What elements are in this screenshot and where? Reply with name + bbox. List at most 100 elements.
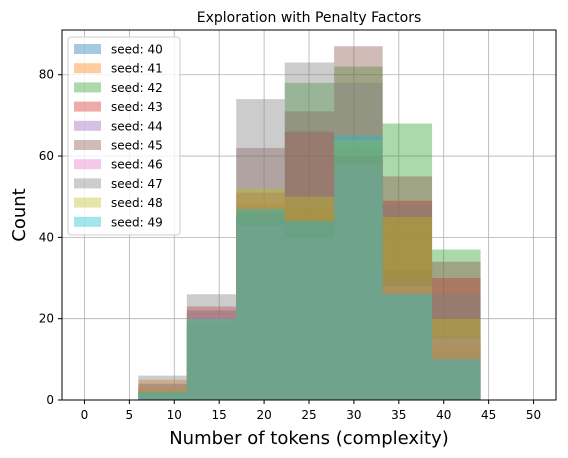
y-tick-label: 60	[39, 149, 54, 163]
x-tick-label: 35	[391, 408, 406, 422]
bar-seed-49-bin-1	[186, 318, 237, 400]
x-tick-label: 0	[81, 408, 89, 422]
legend-label: seed: 42	[111, 81, 163, 95]
bar-seed-41-bin-6	[432, 347, 481, 400]
bar-seed-44-bin-2	[236, 217, 285, 400]
x-tick-label: 50	[526, 408, 541, 422]
bar-seed-41-bin-1	[186, 322, 237, 400]
bar-seed-42-bin-2	[236, 212, 285, 400]
bar-seed-48-bin-4	[334, 139, 383, 400]
x-axis-ticks: 0 5 10 15 20 25 30 35 40 45 50	[81, 400, 541, 422]
bar-seed-46-bin-3	[284, 237, 335, 400]
x-tick-label: 25	[301, 408, 316, 422]
x-tick-label: 30	[346, 408, 361, 422]
bar-seed-43-bin-2	[236, 192, 285, 400]
bar-seed-48-bin-2	[236, 188, 285, 400]
bar-seed-42-bin-3	[284, 82, 335, 400]
bar-seed-47-bin-5	[382, 204, 433, 400]
bar-seed-47-bin-2	[236, 99, 285, 400]
bar-seed-45-bin-2	[236, 147, 285, 400]
bar-seed-40-bin-0	[138, 387, 187, 400]
bar-seed-41-bin-3	[284, 208, 335, 400]
bar-seed-46-bin-4	[334, 164, 383, 400]
bar-seed-46-bin-0	[138, 387, 187, 400]
legend-label: seed: 40	[111, 43, 163, 57]
x-tick-label: 20	[256, 408, 271, 422]
y-tick-label: 80	[39, 68, 54, 82]
legend-swatch	[74, 216, 101, 227]
bar-seed-42-bin-1	[186, 322, 237, 400]
legend-label: seed: 41	[111, 62, 163, 76]
legend-label: seed: 45	[111, 139, 163, 153]
bar-seed-48-bin-5	[382, 217, 433, 400]
bar-seed-49-bin-6	[432, 359, 481, 400]
legend-label: seed: 47	[111, 177, 163, 191]
y-tick-label: 40	[39, 230, 54, 244]
legend-label: seed: 43	[111, 100, 163, 114]
bar-seed-43-bin-4	[334, 156, 383, 400]
y-tick-label: 20	[39, 312, 54, 326]
bar-seed-48-bin-0	[138, 387, 187, 400]
bar-seed-46-bin-2	[236, 225, 285, 400]
bars	[138, 46, 481, 401]
legend-swatch	[74, 120, 101, 131]
x-tick-label: 45	[481, 408, 496, 422]
bar-seed-44-bin-0	[138, 391, 187, 400]
bar-seed-40-bin-3	[284, 229, 335, 400]
bar-seed-42-bin-4	[334, 66, 383, 400]
bar-seed-44-bin-6	[432, 334, 481, 400]
bar-seed-45-bin-5	[382, 176, 433, 400]
bar-seed-47-bin-0	[138, 375, 187, 400]
x-tick-label: 40	[436, 408, 451, 422]
legend-swatch	[74, 82, 101, 93]
x-tick-label: 15	[212, 408, 227, 422]
bar-seed-43-bin-5	[382, 200, 433, 400]
bar-seed-43-bin-1	[186, 306, 237, 400]
bar-seed-41-bin-4	[334, 147, 383, 400]
bar-seed-44-bin-3	[284, 221, 335, 400]
bar-seed-43-bin-6	[432, 278, 481, 400]
y-axis-label: Count	[9, 188, 30, 241]
legend-label: seed: 46	[111, 158, 163, 172]
bar-seed-49-bin-2	[236, 208, 285, 400]
legend-swatch	[74, 159, 101, 170]
bar-seed-41-bin-0	[138, 379, 187, 400]
legend-swatch	[74, 178, 101, 189]
legend-swatch	[74, 101, 101, 112]
bar-seed-44-bin-5	[382, 278, 433, 400]
bar-seed-45-bin-6	[432, 261, 481, 400]
bar-seed-40-bin-1	[186, 326, 237, 400]
bar-seed-40-bin-2	[236, 221, 285, 400]
bar-seed-45-bin-0	[138, 383, 187, 400]
bar-seed-46-bin-1	[186, 314, 237, 400]
bar-seed-46-bin-6	[432, 339, 481, 400]
bar-seed-48-bin-1	[186, 318, 237, 400]
bar-seed-45-bin-3	[284, 111, 335, 401]
bar-seed-45-bin-4	[334, 46, 383, 401]
bar-seed-46-bin-5	[382, 286, 433, 400]
y-axis-ticks: 0 20 40 60 80	[39, 68, 62, 407]
bar-seed-47-bin-6	[432, 294, 481, 400]
bar-seed-44-bin-1	[186, 318, 237, 400]
bar-seed-42-bin-5	[382, 123, 433, 401]
bar-seed-40-bin-4	[334, 160, 383, 400]
bar-seed-49-bin-5	[382, 294, 433, 400]
bar-seed-41-bin-5	[382, 217, 433, 400]
legend-label: seed: 44	[111, 119, 163, 133]
bar-seed-47-bin-1	[186, 294, 237, 400]
bar-seed-42-bin-0	[138, 391, 187, 400]
x-tick-label: 10	[167, 408, 182, 422]
bar-seed-42-bin-6	[432, 249, 481, 400]
legend-box	[67, 36, 181, 236]
legend-swatch	[74, 140, 101, 150]
bar-seed-43-bin-0	[138, 387, 187, 400]
y-tick-label: 0	[46, 393, 54, 407]
legend-swatch	[74, 63, 101, 74]
x-tick-label: 5	[126, 408, 134, 422]
legend-label: seed: 49	[111, 215, 163, 229]
bar-seed-47-bin-3	[284, 62, 335, 401]
bar-seed-40-bin-6	[432, 343, 481, 400]
bar-seed-49-bin-0	[138, 391, 187, 400]
bar-seed-49-bin-3	[284, 221, 335, 400]
